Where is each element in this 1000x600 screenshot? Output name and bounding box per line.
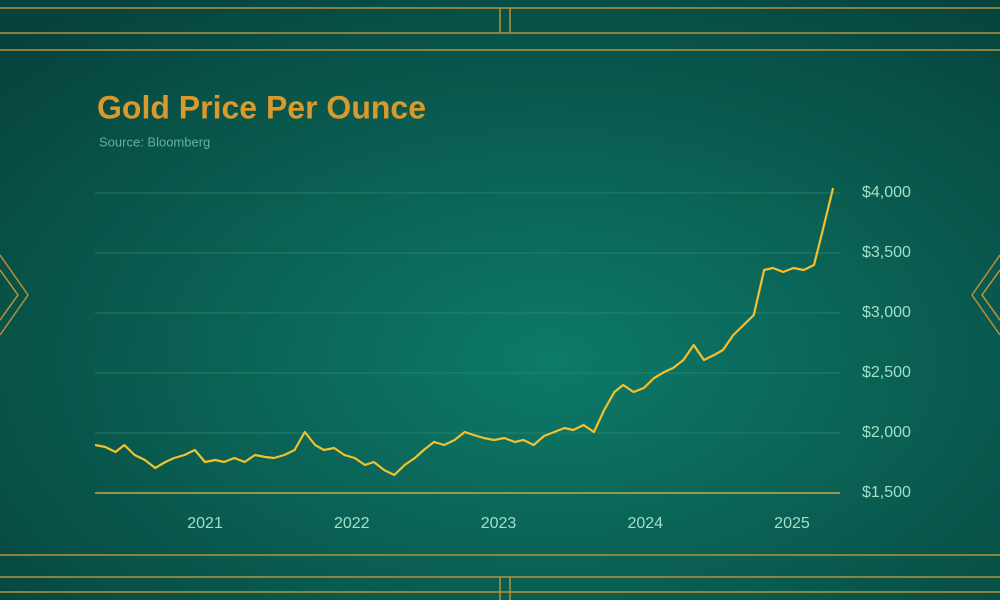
chart-title: Gold Price Per Ounce bbox=[97, 89, 426, 125]
x-tick-label: 2022 bbox=[334, 515, 370, 532]
x-tick-label: 2024 bbox=[627, 515, 663, 532]
y-tick-label: $3,500 bbox=[862, 244, 911, 261]
frame bbox=[0, 7, 1000, 600]
x-tick-label: 2023 bbox=[481, 515, 517, 532]
x-tick-label: 2021 bbox=[187, 515, 223, 532]
y-tick-label: $2,500 bbox=[862, 364, 911, 381]
y-tick-label: $3,000 bbox=[862, 304, 911, 321]
y-tick-label: $2,000 bbox=[862, 424, 911, 441]
y-tick-label: $1,500 bbox=[862, 484, 911, 501]
chart-subtitle: Source: Bloomberg bbox=[99, 134, 210, 149]
y-tick-label: $4,000 bbox=[862, 184, 911, 201]
x-tick-label: 2025 bbox=[774, 515, 810, 532]
price-line bbox=[94, 187, 835, 477]
